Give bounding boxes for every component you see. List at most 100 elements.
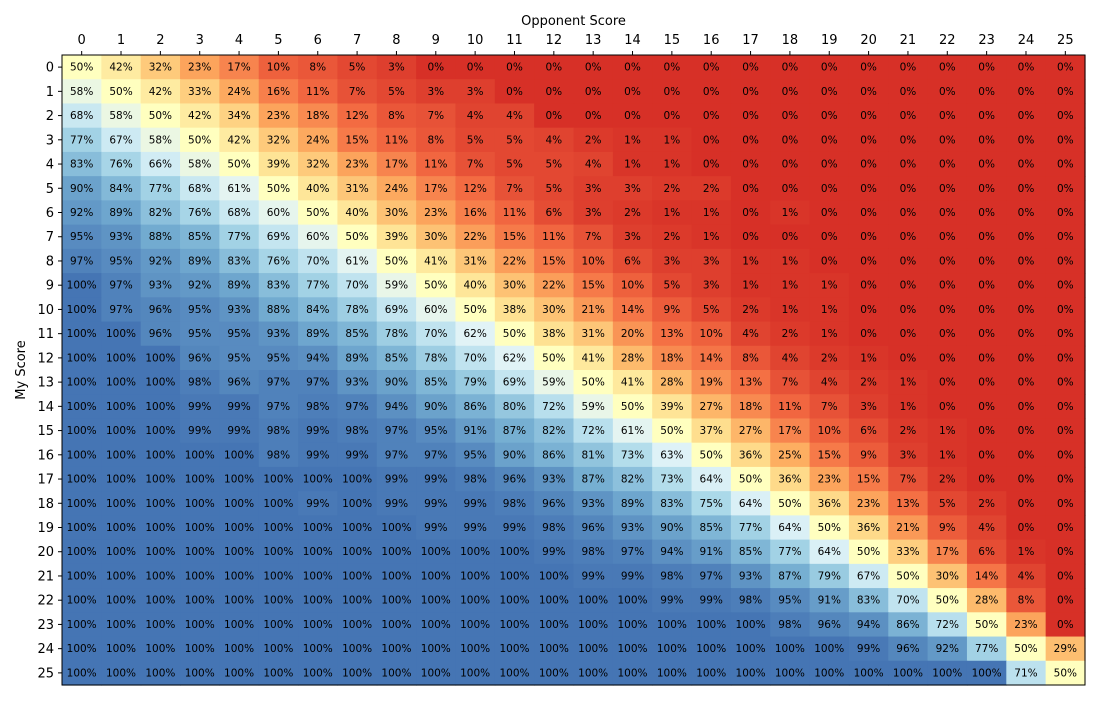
heatmap-cell <box>1045 660 1086 686</box>
heatmap-cell-label: 14% <box>700 352 723 364</box>
heatmap-cell-label: 0% <box>1057 280 1074 292</box>
heatmap-cell <box>888 515 929 541</box>
heatmap-cell <box>888 612 929 638</box>
heatmap-cell-label: 0% <box>585 86 602 98</box>
heatmap-cell-label: 7% <box>821 401 838 413</box>
heatmap-cell-label: 7% <box>427 110 444 122</box>
heatmap-cell-label: 0% <box>1057 377 1074 389</box>
heatmap-cell <box>730 224 771 250</box>
heatmap-cell-label: 68% <box>70 110 93 122</box>
heatmap-cell-label: 0% <box>978 280 995 292</box>
heatmap-cell <box>809 200 850 226</box>
x-tick-label: 12 <box>546 33 563 48</box>
heatmap-cell-label: 85% <box>739 546 762 558</box>
heatmap-cell <box>494 588 535 613</box>
heatmap-cell <box>376 588 417 613</box>
heatmap-cell-label: 99% <box>188 425 211 437</box>
heatmap-cell-label: 100% <box>106 377 136 389</box>
heatmap-cell <box>770 176 811 201</box>
heatmap-cell <box>927 515 968 541</box>
heatmap-cell <box>573 200 614 226</box>
heatmap-cell <box>180 442 220 468</box>
heatmap-cell-label: 100% <box>657 619 687 631</box>
heatmap-cell-label: 0% <box>742 134 759 146</box>
heatmap-cell-label: 99% <box>857 643 880 655</box>
heatmap-cell-label: 3% <box>585 207 602 219</box>
heatmap-cell <box>180 176 220 201</box>
heatmap-cell-label: 0% <box>782 183 799 195</box>
heatmap-cell-label: 0% <box>860 255 877 267</box>
heatmap-cell-label: 0% <box>821 110 838 122</box>
heatmap-cell-label: 100% <box>263 619 293 631</box>
heatmap-cell <box>180 636 220 662</box>
heatmap-cell <box>258 539 299 565</box>
heatmap-cell-label: 16% <box>267 86 290 98</box>
heatmap-cell <box>888 636 929 662</box>
x-tick-label: 9 <box>432 33 440 48</box>
heatmap-cell-label: 5% <box>664 280 681 292</box>
heatmap-cell-label: 15% <box>857 474 880 486</box>
heatmap-cell-label: 100% <box>145 546 175 558</box>
heatmap-cell-label: 3% <box>900 449 917 461</box>
heatmap-cell-label: 50% <box>424 280 447 292</box>
heatmap-cell-label: 8% <box>427 134 444 146</box>
heatmap-cell <box>298 345 339 371</box>
heatmap-cell <box>966 636 1007 662</box>
heatmap-cell <box>494 612 535 638</box>
heatmap-cell <box>180 55 220 80</box>
heatmap-cell <box>1006 103 1047 129</box>
heatmap-cell-label: 0% <box>900 280 917 292</box>
heatmap-cell <box>612 345 653 371</box>
heatmap-cell <box>455 200 496 226</box>
x-tick-label: 4 <box>235 33 243 48</box>
heatmap-cell-label: 1% <box>900 401 917 413</box>
heatmap-cell <box>455 442 496 468</box>
heatmap-cell <box>376 394 417 420</box>
heatmap-cell <box>455 248 496 274</box>
heatmap-cell <box>927 660 968 686</box>
heatmap-cell <box>62 273 102 298</box>
heatmap-cell-label: 100% <box>106 498 136 510</box>
heatmap-cell <box>730 151 771 177</box>
y-tick-label: 22 <box>37 594 54 609</box>
heatmap-cell-label: 100% <box>657 643 687 655</box>
heatmap-cell-label: 0% <box>939 134 956 146</box>
heatmap-cell <box>848 176 889 201</box>
heatmap-cell <box>376 466 417 492</box>
heatmap-cell-label: 71% <box>1014 667 1037 679</box>
heatmap-cell <box>770 588 811 613</box>
heatmap-cell <box>848 491 889 516</box>
heatmap-cell-label: 100% <box>106 352 136 364</box>
heatmap-cell <box>770 79 811 105</box>
heatmap-cell-label: 78% <box>345 304 368 316</box>
heatmap-cell-label: 94% <box>306 352 329 364</box>
heatmap-cell <box>730 103 771 129</box>
heatmap-cell-label: 100% <box>145 619 175 631</box>
heatmap-cell-label: 100% <box>67 474 97 486</box>
heatmap-cell-label: 100% <box>185 667 215 679</box>
heatmap-cell <box>691 563 732 589</box>
heatmap-cell <box>140 563 181 589</box>
heatmap-cell <box>455 345 496 371</box>
heatmap-cell <box>258 442 299 468</box>
heatmap-cell-label: 100% <box>263 570 293 582</box>
heatmap-cell-label: 10% <box>818 425 841 437</box>
heatmap-cell-label: 100% <box>263 546 293 558</box>
heatmap-cell-label: 22% <box>542 280 565 292</box>
heatmap-cell-label: 0% <box>1018 352 1035 364</box>
heatmap-cell-label: 7% <box>900 474 917 486</box>
heatmap-cell-label: 100% <box>460 667 490 679</box>
heatmap-cell-label: 92% <box>936 643 959 655</box>
x-axis-label: Opponent Score <box>521 14 626 29</box>
heatmap-cell-label: 30% <box>503 280 526 292</box>
heatmap-cell <box>966 176 1007 201</box>
heatmap-cell <box>298 370 339 395</box>
heatmap-cell-label: 100% <box>185 570 215 582</box>
heatmap-cell <box>101 588 142 613</box>
heatmap-cell-label: 22% <box>463 231 486 243</box>
heatmap-cell <box>1006 539 1047 565</box>
heatmap-cell <box>337 539 378 565</box>
heatmap-cell-label: 66% <box>149 159 172 171</box>
heatmap-cell <box>730 515 771 541</box>
heatmap-cell-label: 0% <box>821 207 838 219</box>
